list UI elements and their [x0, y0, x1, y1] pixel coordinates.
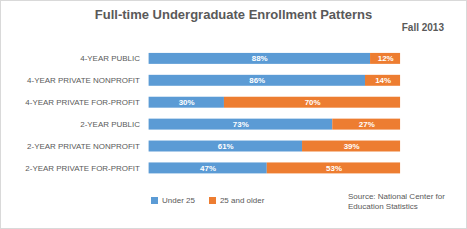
svg-text:4-YEAR PUBLIC: 4-YEAR PUBLIC — [80, 54, 140, 63]
svg-text:47%: 47% — [200, 164, 216, 173]
svg-text:39%: 39% — [344, 142, 360, 151]
svg-text:12%: 12% — [378, 54, 394, 63]
html-text:Full-time Undergraduate Enroll: Full-time Undergraduate Enrollment Patte… — [94, 7, 373, 22]
svg-text:70%: 70% — [305, 98, 321, 107]
html-text:Source: National Center for Ed: Source: National Center for Education St… — [348, 192, 445, 211]
svg-text:86%: 86% — [249, 76, 265, 85]
svg-text:30%: 30% — [179, 98, 195, 107]
svg-text:2-YEAR PRIVATE FOR-PROFIT: 2-YEAR PRIVATE FOR-PROFIT — [25, 164, 140, 173]
svg-text:4-YEAR PRIVATE NONPROFIT: 4-YEAR PRIVATE NONPROFIT — [27, 76, 140, 85]
svg-text:14%: 14% — [375, 76, 391, 85]
html-text:Fall 2013: Fall 2013 — [401, 22, 444, 33]
svg-text:88%: 88% — [252, 54, 268, 63]
svg-text:27%: 27% — [359, 120, 375, 129]
svg-text:2-YEAR PRIVATE NONPROFIT: 2-YEAR PRIVATE NONPROFIT — [27, 142, 140, 151]
svg-text:4-YEAR PRIVATE FOR-PROFIT: 4-YEAR PRIVATE FOR-PROFIT — [25, 98, 140, 107]
svg-text:61%: 61% — [218, 142, 234, 151]
svg-text:2-YEAR PUBLIC: 2-YEAR PUBLIC — [80, 120, 140, 129]
svg-text:53%: 53% — [326, 164, 342, 173]
html-text:25 and older: 25 and older — [219, 196, 265, 205]
svg-text:73%: 73% — [233, 120, 249, 129]
html-text:Under 25: Under 25 — [162, 196, 195, 205]
